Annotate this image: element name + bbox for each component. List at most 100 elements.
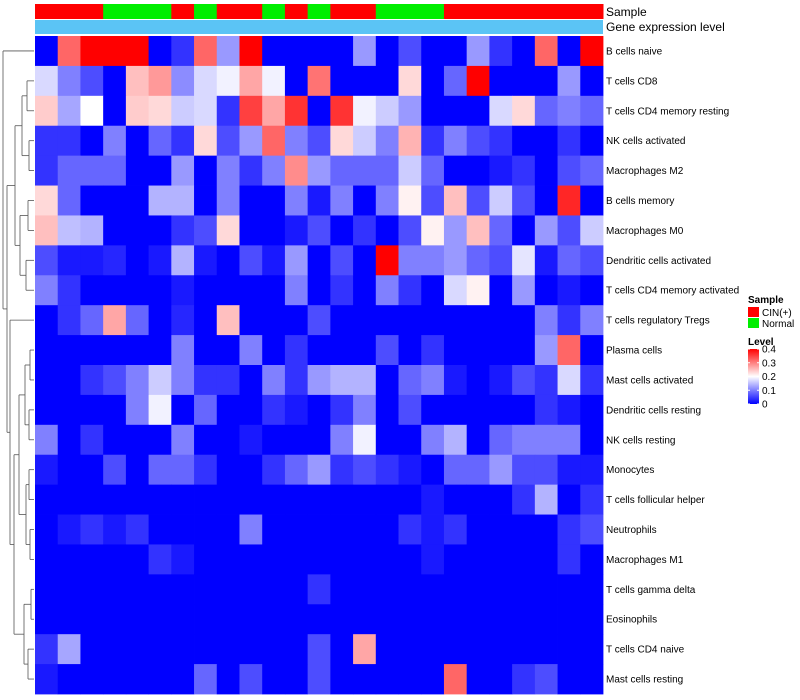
heatmap-cell: [489, 365, 513, 396]
heatmap-cell: [216, 365, 240, 396]
heatmap-cell: [307, 245, 331, 276]
heatmap-cell: [284, 185, 309, 216]
heatmap-cell: [398, 275, 422, 306]
heatmap-cell: [307, 275, 331, 306]
heatmap-cell: [580, 454, 604, 486]
heatmap-cell: [443, 514, 468, 545]
heatmap-cell: [239, 394, 263, 426]
heatmap-cell: [80, 65, 104, 97]
heatmap-cell: [534, 634, 558, 665]
heatmap-cell: [580, 424, 604, 456]
heatmap-cell: [489, 484, 513, 515]
heatmap-cell: [398, 95, 422, 127]
heatmap-cell: [35, 574, 59, 605]
heatmap-cell: [353, 424, 377, 456]
heatmap-cell: [103, 95, 127, 127]
heatmap-cell: [35, 484, 59, 515]
heatmap-cell: [307, 394, 331, 426]
heatmap-cell: [125, 36, 149, 67]
heatmap-cell: [194, 245, 218, 276]
heatmap-cell: [489, 604, 513, 635]
row-dendrogram: [2, 50, 34, 680]
heatmap-cell: [216, 245, 240, 276]
heatmap-cell: [534, 95, 558, 127]
heatmap-cell: [148, 424, 172, 456]
heatmap-cell: [103, 185, 127, 216]
heatmap-cell: [512, 604, 536, 635]
legend-swatch: [748, 307, 759, 317]
heatmap-cell: [57, 95, 81, 127]
heatmap-cell: [307, 544, 331, 575]
heatmap-cell: [57, 65, 81, 97]
heatmap-cell: [307, 514, 331, 545]
heatmap-cell: [421, 125, 445, 157]
heatmap-cell: [353, 275, 377, 306]
heatmap-cell: [103, 365, 127, 396]
heatmap-cell: [239, 125, 263, 157]
heatmap-cell: [557, 155, 581, 186]
heatmap-cell: [375, 424, 399, 456]
heatmap-cell: [262, 664, 286, 695]
heatmap-cell: [557, 305, 581, 336]
heatmap-cell: [57, 454, 81, 486]
heatmap-cell: [284, 514, 309, 545]
heatmap-cell: [171, 634, 195, 665]
sample-cell: [171, 4, 195, 19]
heatmap-cell: [148, 305, 172, 336]
heatmap-cell: [80, 454, 104, 486]
heatmap-cell: [557, 544, 581, 575]
heatmap-cell: [398, 664, 422, 695]
heatmap-cell: [421, 155, 445, 186]
heatmap-cell: [375, 185, 399, 216]
heatmap-cell: [443, 305, 468, 336]
heatmap-cell: [421, 394, 445, 426]
heatmap-cell: [307, 155, 331, 186]
heatmap-cell: [194, 365, 218, 396]
heatmap-cell: [375, 604, 399, 635]
heatmap-cell: [148, 634, 172, 665]
heatmap-cell: [580, 604, 604, 635]
heatmap-cell: [353, 215, 377, 246]
heatmap-cell: [398, 544, 422, 575]
heatmap-cell: [194, 125, 218, 157]
heatmap-cell: [398, 185, 422, 216]
level-tick-label: 0.3: [762, 358, 776, 369]
heatmap-cell: [35, 604, 59, 635]
heatmap-cell: [330, 155, 354, 186]
heatmap-cell: [148, 514, 172, 545]
heatmap-cell: [353, 65, 377, 97]
heatmap-cell: [330, 36, 354, 67]
heatmap-cell: [80, 664, 104, 695]
heatmap-cell: [421, 365, 445, 396]
heatmap-cell: [80, 424, 104, 456]
heatmap-cell: [557, 275, 581, 306]
heatmap-cell: [375, 454, 399, 486]
heatmap-cell: [398, 335, 422, 366]
heatmap-cell: [512, 634, 536, 665]
heatmap-cell: [239, 424, 263, 456]
heatmap-cell: [534, 245, 558, 276]
heatmap-cell: [443, 484, 468, 515]
heatmap-cell: [421, 514, 445, 545]
heatmap-cell: [557, 514, 581, 545]
row-label: Monocytes: [606, 465, 654, 476]
heatmap-cell: [80, 36, 104, 67]
sample-cell: [466, 4, 490, 19]
heatmap-cell: [330, 394, 354, 426]
level-tick-label: 0.1: [762, 386, 776, 397]
level-tick-label: 0: [762, 400, 768, 411]
heatmap-cell: [557, 245, 581, 276]
heatmap-cell: [421, 245, 445, 276]
heatmap-cell: [171, 604, 195, 635]
heatmap-cell: [125, 394, 149, 426]
heatmap-cell: [57, 634, 81, 665]
heatmap-cell: [534, 514, 558, 545]
heatmap-cell: [194, 95, 218, 127]
heatmap-cell: [262, 574, 286, 605]
heatmap-cell: [557, 185, 581, 216]
heatmap-cell: [512, 424, 536, 456]
heatmap-cell: [466, 215, 490, 246]
legend-level-title: Level: [748, 337, 774, 348]
heatmap-cell: [557, 95, 581, 127]
